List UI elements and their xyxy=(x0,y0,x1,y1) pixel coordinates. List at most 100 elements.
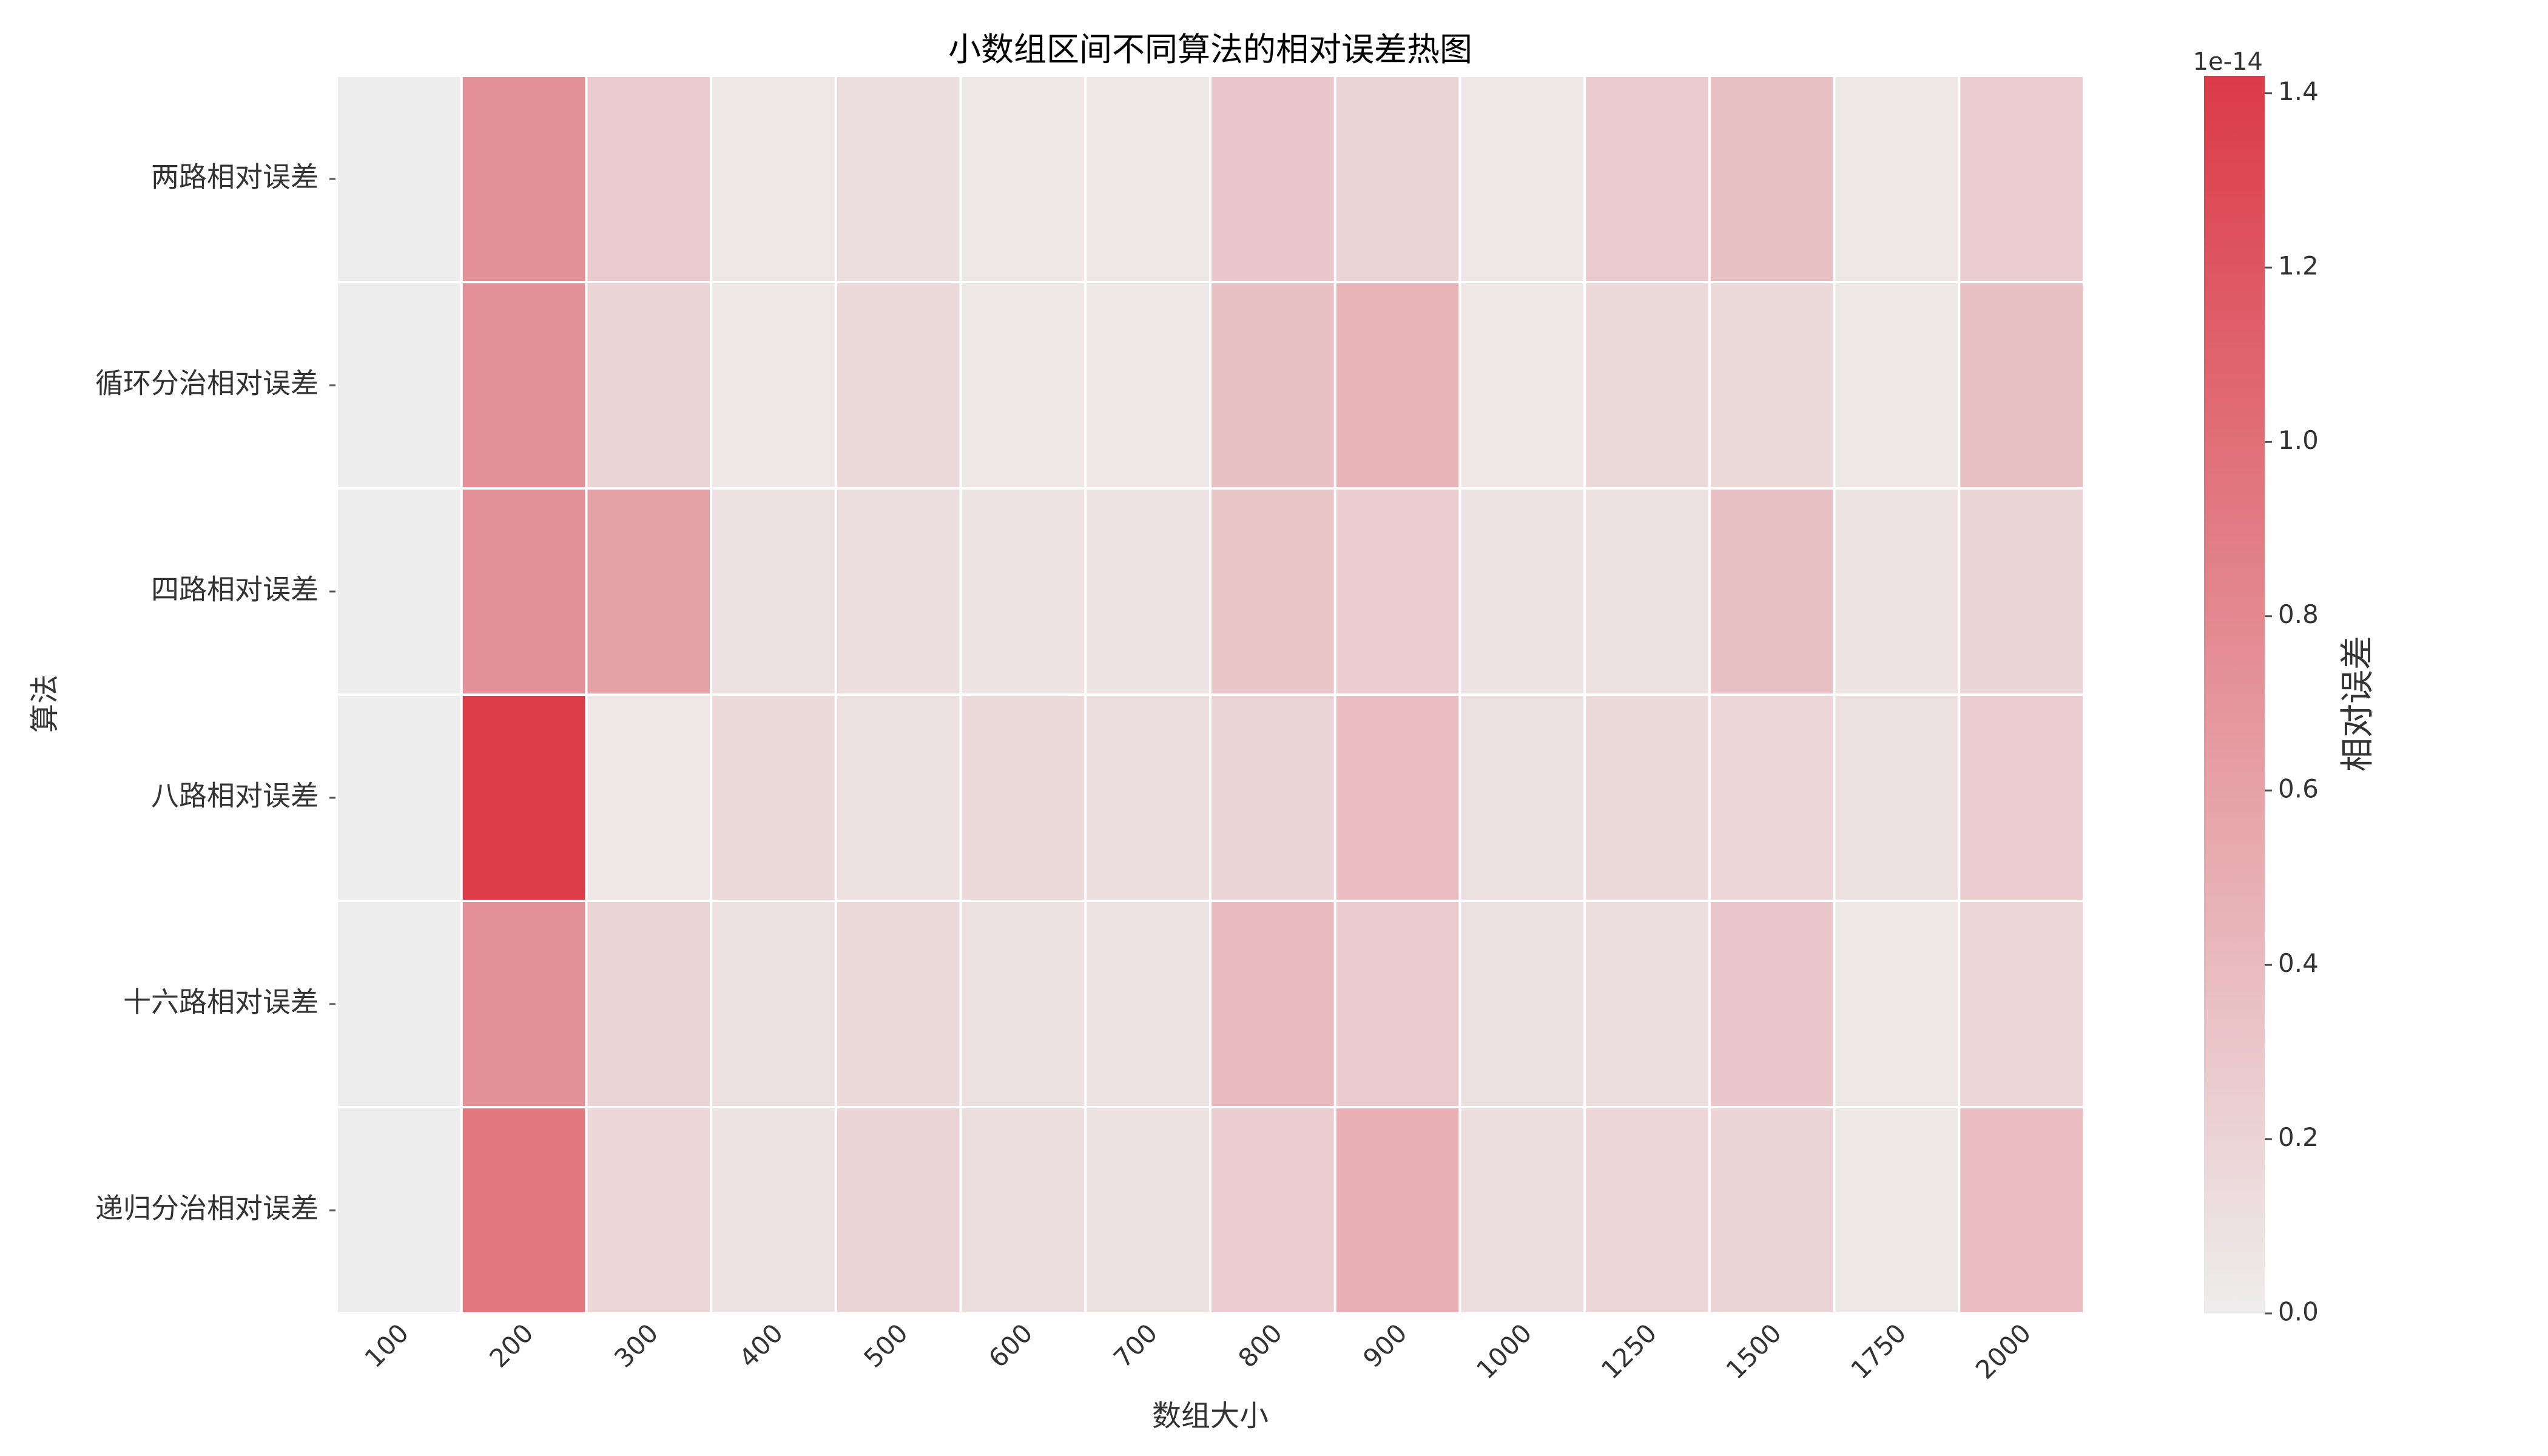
heatmap-cell xyxy=(959,693,1087,902)
y-tick-label: 四路相对误差 xyxy=(151,573,318,606)
heatmap-cell xyxy=(710,281,837,490)
heatmap-cell xyxy=(1084,75,1212,283)
heatmap-cell xyxy=(585,75,713,283)
heatmap-cell xyxy=(1708,75,1836,283)
colorbar-tick-label: 0.4 xyxy=(2278,948,2319,978)
y-tick-label: 递归分治相对误差 xyxy=(95,1192,318,1225)
heatmap-cell xyxy=(1708,281,1836,490)
heatmap-cell xyxy=(959,487,1087,696)
heatmap-cell xyxy=(1084,900,1212,1108)
heatmap-cell xyxy=(1084,487,1212,696)
heatmap-cell xyxy=(1583,281,1711,490)
colorbar-label: 相对误差 xyxy=(2338,636,2378,772)
heatmap-cell xyxy=(710,693,837,902)
heatmap-cell xyxy=(1833,75,1961,283)
heatmap-cell xyxy=(1583,693,1711,902)
chart-title: 小数组区间不同算法的相对误差热图 xyxy=(948,30,1472,69)
heatmap-cell xyxy=(1209,75,1336,283)
heatmap-cell xyxy=(1708,1106,1836,1315)
heatmap-cell xyxy=(834,900,962,1108)
colorbar-tick-label: 1.4 xyxy=(2278,76,2319,106)
heatmap-cell xyxy=(1583,487,1711,696)
heatmap-cell xyxy=(1333,487,1461,696)
heatmap-cell xyxy=(1458,75,1586,283)
y-axis-label: 算法 xyxy=(28,675,62,733)
heatmap-cell xyxy=(1333,693,1461,902)
heatmap-cell xyxy=(959,281,1087,490)
heatmap-cell xyxy=(585,900,713,1108)
heatmap-cell xyxy=(1583,75,1711,283)
heatmap-cell xyxy=(834,487,962,696)
heatmap-cell xyxy=(460,900,588,1108)
heatmap-cell xyxy=(1583,900,1711,1108)
x-axis-label: 数组大小 xyxy=(1152,1399,1269,1433)
colorbar xyxy=(2204,76,2265,1313)
heatmap-cell xyxy=(460,1106,588,1315)
heatmap-cell xyxy=(710,1106,837,1315)
heatmap-cell xyxy=(1583,1106,1711,1315)
heatmap-cell xyxy=(1708,900,1836,1108)
heatmap-cell xyxy=(1458,487,1586,696)
heatmap-cell xyxy=(1333,900,1461,1108)
heatmap-cell xyxy=(335,75,463,283)
heatmap-cell xyxy=(1833,1106,1961,1315)
heatmap-cell xyxy=(585,1106,713,1315)
heatmap-cell xyxy=(834,281,962,490)
colorbar-tick-label: 0.8 xyxy=(2278,599,2319,629)
heatmap-cell xyxy=(460,487,588,696)
colorbar-scale-label: 1e-14 xyxy=(2193,48,2263,76)
colorbar-tick-label: 0.6 xyxy=(2278,774,2319,804)
heatmap-cell xyxy=(710,487,837,696)
heatmap-cell xyxy=(710,900,837,1108)
heatmap-cell xyxy=(335,1106,463,1315)
heatmap-cell xyxy=(1958,281,2085,490)
heatmap-cell xyxy=(335,693,463,902)
heatmap-cell xyxy=(335,487,463,696)
heatmap-cell xyxy=(1458,281,1586,490)
heatmap-cell xyxy=(585,487,713,696)
y-tick-label: 循环分治相对误差 xyxy=(95,367,318,400)
heatmap-cell xyxy=(335,900,463,1108)
heatmap-cell xyxy=(834,693,962,902)
heatmap-cell xyxy=(585,281,713,490)
heatmap-cell xyxy=(710,75,837,283)
heatmap-cell xyxy=(1708,487,1836,696)
colorbar-tick-label: 1.2 xyxy=(2278,251,2319,281)
heatmap-cell xyxy=(1084,693,1212,902)
heatmap-grid xyxy=(335,75,2085,1315)
colorbar-tick-label: 1.0 xyxy=(2278,425,2319,455)
heatmap-cell xyxy=(1209,281,1336,490)
heatmap-cell xyxy=(1833,281,1961,490)
heatmap-cell xyxy=(1458,693,1586,902)
heatmap-cell xyxy=(1958,1106,2085,1315)
heatmap-cell xyxy=(460,693,588,902)
heatmap-cell xyxy=(1333,281,1461,490)
heatmap-cell xyxy=(1333,75,1461,283)
heatmap-cell xyxy=(1209,900,1336,1108)
heatmap-cell xyxy=(1209,1106,1336,1315)
heatmap-cell xyxy=(460,75,588,283)
heatmap-cell xyxy=(1958,693,2085,902)
heatmap-cell xyxy=(1458,1106,1586,1315)
colorbar-tick-label: 0.0 xyxy=(2278,1297,2319,1327)
y-tick-label: 八路相对误差 xyxy=(151,780,318,812)
heatmap-cell xyxy=(585,693,713,902)
heatmap-cell xyxy=(1209,487,1336,696)
heatmap-cell xyxy=(1458,900,1586,1108)
heatmap-cell xyxy=(1958,900,2085,1108)
heatmap-cell xyxy=(460,281,588,490)
heatmap-cell xyxy=(1708,693,1836,902)
heatmap-cell xyxy=(959,75,1087,283)
heatmap-cell xyxy=(335,281,463,490)
heatmap-cell xyxy=(1333,1106,1461,1315)
heatmap-cell xyxy=(1833,900,1961,1108)
heatmap-cell xyxy=(1833,693,1961,902)
heatmap-cell xyxy=(1209,693,1336,902)
heatmap-cell xyxy=(1833,487,1961,696)
heatmap-cell xyxy=(1958,75,2085,283)
y-tick-label: 十六路相对误差 xyxy=(123,986,318,1019)
heatmap-cell xyxy=(1958,487,2085,696)
y-tick-labels: 两路相对误差循环分治相对误差四路相对误差八路相对误差十六路相对误差递归分治相对误… xyxy=(95,161,335,1225)
heatmap-cell xyxy=(1084,1106,1212,1315)
